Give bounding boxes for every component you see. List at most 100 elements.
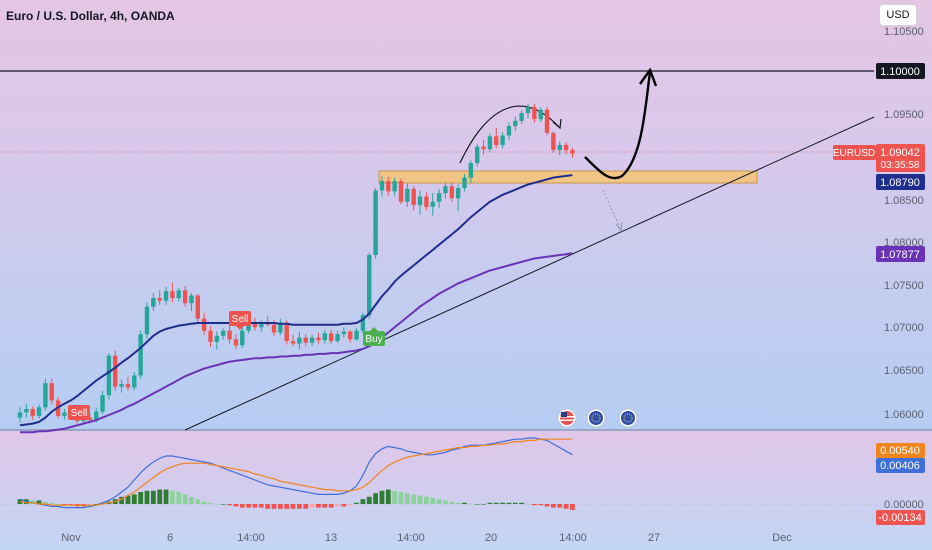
signal-line[interactable] <box>19 438 573 506</box>
candle[interactable] <box>49 378 54 405</box>
candle[interactable] <box>227 323 232 344</box>
candle[interactable] <box>494 127 499 149</box>
pane-divider[interactable] <box>0 429 932 431</box>
candle[interactable] <box>354 328 359 342</box>
candle[interactable] <box>290 335 296 347</box>
candle[interactable] <box>62 408 67 420</box>
time-axis[interactable]: Nov 6 14:00 13 14:00 20 14:00 27 Dec <box>61 532 792 544</box>
candle[interactable] <box>348 329 353 343</box>
candle[interactable] <box>328 329 334 344</box>
candle[interactable] <box>335 330 340 343</box>
candle[interactable] <box>151 292 156 311</box>
candle[interactable] <box>563 142 569 155</box>
candle[interactable] <box>182 286 188 307</box>
candle[interactable] <box>379 175 385 197</box>
macd-hist-bar <box>443 500 448 504</box>
eu-flag-icon[interactable] <box>586 408 606 428</box>
candle[interactable] <box>132 372 137 391</box>
candle[interactable] <box>297 331 302 349</box>
candle[interactable] <box>341 327 347 338</box>
candle-body <box>354 330 359 340</box>
candle[interactable] <box>430 193 435 216</box>
sell-signal-2[interactable]: Sell <box>229 311 251 330</box>
candle[interactable] <box>240 327 245 348</box>
candle[interactable] <box>113 350 118 391</box>
candle[interactable] <box>417 190 423 215</box>
candle[interactable] <box>436 188 442 208</box>
candle[interactable] <box>424 192 429 211</box>
candle[interactable] <box>119 379 124 393</box>
macd-line[interactable] <box>19 437 573 509</box>
candle[interactable] <box>538 107 543 122</box>
eu-flag-icon[interactable] <box>618 408 638 428</box>
candle[interactable] <box>125 377 131 391</box>
candle[interactable] <box>487 132 493 153</box>
price-axis[interactable]: 1.10500 1.09500 1.08500 1.08000 1.07500 … <box>884 26 924 421</box>
candle[interactable] <box>500 132 505 149</box>
candle[interactable] <box>525 103 531 119</box>
candle[interactable] <box>373 187 378 259</box>
candle[interactable] <box>475 144 480 167</box>
ma-slow-line[interactable] <box>20 252 573 434</box>
candle[interactable] <box>106 353 112 400</box>
candle[interactable] <box>405 183 410 207</box>
candle[interactable] <box>557 141 562 156</box>
candle[interactable] <box>43 378 48 411</box>
candle[interactable] <box>386 176 391 196</box>
candle[interactable] <box>252 317 258 331</box>
candle[interactable] <box>195 293 200 323</box>
candle[interactable] <box>513 116 518 132</box>
candle[interactable] <box>367 252 372 319</box>
currency-button[interactable]: USD <box>879 4 917 26</box>
candle[interactable] <box>100 390 105 415</box>
candle[interactable] <box>24 403 29 418</box>
candle[interactable] <box>208 326 213 348</box>
candle[interactable] <box>449 182 454 202</box>
candle[interactable] <box>176 287 181 302</box>
candle[interactable] <box>189 292 194 311</box>
candle[interactable] <box>163 286 169 305</box>
candle[interactable] <box>316 332 321 344</box>
candle[interactable] <box>17 407 23 423</box>
candle[interactable] <box>443 182 448 199</box>
candle[interactable] <box>468 160 474 183</box>
buy-signal-label: Buy <box>365 334 382 345</box>
buy-signal[interactable]: Buy <box>363 327 385 346</box>
candle[interactable] <box>506 122 512 140</box>
macd-pane[interactable] <box>0 430 932 550</box>
candle[interactable] <box>392 177 397 197</box>
candle[interactable] <box>221 328 226 340</box>
candle[interactable] <box>519 110 524 125</box>
candle[interactable] <box>138 330 143 379</box>
candle[interactable] <box>214 331 220 350</box>
candle[interactable] <box>551 131 556 153</box>
us-flag-icon[interactable] <box>557 408 577 428</box>
demand-zone[interactable] <box>378 170 758 184</box>
candle[interactable] <box>36 404 42 419</box>
candle[interactable] <box>157 290 162 305</box>
candle[interactable] <box>170 282 175 303</box>
candle-body <box>24 408 29 413</box>
candle[interactable] <box>265 316 270 327</box>
price-pane[interactable] <box>0 0 932 430</box>
candle[interactable] <box>322 329 327 344</box>
candle[interactable] <box>411 186 416 211</box>
candle[interactable] <box>455 184 461 212</box>
candle[interactable] <box>303 334 308 347</box>
candle[interactable] <box>398 178 404 205</box>
candle[interactable] <box>233 334 239 349</box>
candle[interactable] <box>481 139 486 155</box>
candle[interactable] <box>144 302 150 339</box>
candle[interactable] <box>532 103 537 123</box>
candle[interactable] <box>309 335 315 347</box>
candle[interactable] <box>30 406 35 421</box>
candle[interactable] <box>278 318 283 336</box>
candle[interactable] <box>360 312 366 334</box>
candle[interactable] <box>544 107 550 136</box>
sell-signal-1[interactable]: Sell <box>68 405 90 420</box>
candle-body <box>195 295 200 319</box>
ma-fast-line[interactable] <box>19 174 573 427</box>
candle[interactable] <box>570 147 575 158</box>
trendline[interactable] <box>184 116 875 431</box>
candle[interactable] <box>462 174 467 192</box>
